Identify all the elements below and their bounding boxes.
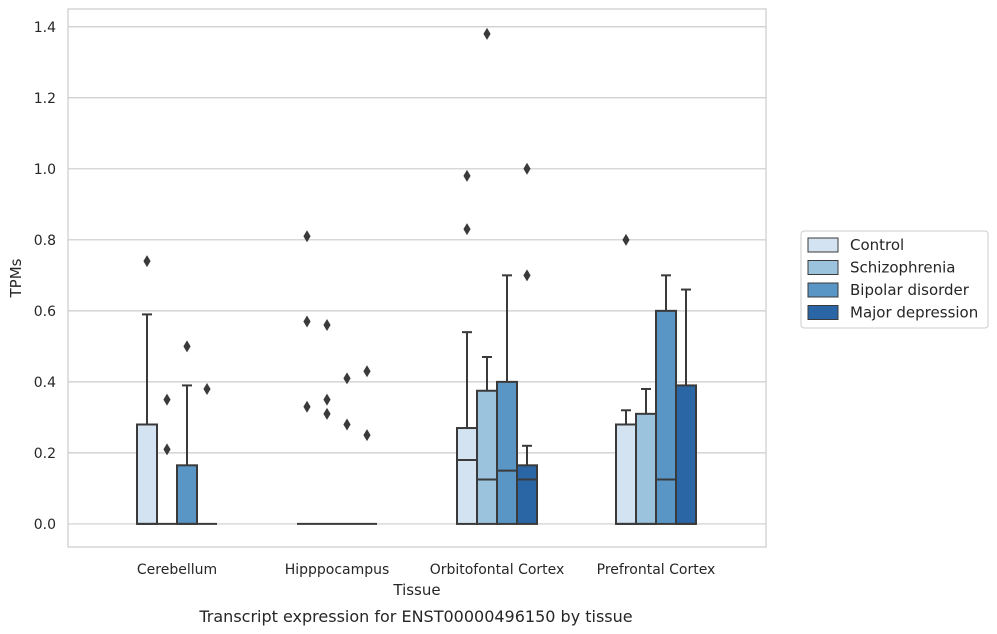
y-tick-labels: 0.0 0.2 0.4 0.6 0.8 1.0 1.2 1.4 (34, 20, 56, 533)
x-tick-label: Prefrontal Cortex (597, 562, 716, 578)
box-body (456, 427, 478, 525)
box-body (615, 423, 637, 525)
outlier-point (463, 223, 471, 236)
chart-caption: Transcript expression for ENST0000049615… (198, 607, 632, 626)
box-body (675, 384, 697, 525)
y-tick-label: 0.0 (34, 517, 56, 533)
x-tick-label: Orbitofontal Cortex (430, 562, 565, 578)
outlier-point (483, 27, 491, 40)
x-tick-label: Cerebellum (137, 562, 217, 578)
box-schizophrenia (635, 387, 657, 525)
box-major-depression (675, 288, 697, 525)
box-major-depression (357, 365, 377, 525)
plot-frame (67, 8, 767, 548)
box-control (297, 230, 317, 525)
outlier-point (363, 429, 371, 442)
box-body (476, 389, 498, 525)
y-tick-label: 0.6 (34, 304, 56, 320)
box-major-depression (516, 162, 538, 525)
legend-label: Major depression (850, 304, 978, 322)
y-axis-label: TPMs (7, 258, 25, 298)
boxes-layer (136, 27, 697, 525)
legend: Control Schizophrenia Bipolar disorder Majo… (800, 230, 989, 329)
outlier-point (622, 233, 630, 246)
box-major-depression (197, 382, 217, 525)
box-body (136, 423, 158, 525)
outlier-point (343, 418, 351, 431)
box-control (615, 233, 637, 525)
outlier-point (323, 407, 331, 420)
outlier-point (363, 365, 371, 378)
outlier-point (303, 230, 311, 243)
y-tick-label: 1.0 (34, 162, 56, 178)
box-body (176, 464, 198, 525)
box-body (496, 380, 518, 525)
box-body (655, 309, 677, 525)
legend-frame (800, 230, 989, 329)
legend-label: Schizophrenia (850, 259, 955, 277)
outlier-point (323, 393, 331, 406)
box-schizophrenia (157, 393, 177, 525)
y-tick-label: 0.4 (34, 375, 56, 391)
y-tick-label: 0.2 (34, 446, 56, 462)
box-body (516, 464, 538, 525)
y-tick-label: 1.4 (34, 20, 56, 36)
box-bipolar-disorder (496, 274, 518, 525)
gridlines (68, 26, 766, 525)
legend-swatch (807, 260, 839, 275)
outlier-point (183, 340, 191, 353)
outlier-point (523, 269, 531, 282)
legend-swatch (807, 305, 839, 320)
outlier-point (343, 372, 351, 385)
outlier-point (303, 315, 311, 328)
outlier-point (143, 255, 151, 268)
x-tick-label: Hipppocampus (285, 562, 390, 578)
box-bipolar-disorder (176, 340, 198, 525)
box-control (136, 255, 158, 525)
legend-label: Control (850, 236, 904, 254)
box-bipolar-disorder (655, 274, 677, 525)
box-schizophrenia (476, 27, 498, 525)
outlier-point (163, 443, 171, 456)
outlier-point (163, 393, 171, 406)
outlier-point (323, 319, 331, 332)
x-axis-label: Tissue (392, 581, 440, 599)
x-tick-labels: Cerebellum Hipppocampus Orbitofontal Corte… (137, 562, 715, 578)
legend-swatch (807, 237, 839, 253)
box-schizophrenia (317, 319, 337, 525)
legend-label: Bipolar disorder (850, 281, 970, 299)
y-tick-label: 1.2 (34, 91, 56, 107)
box-bipolar-disorder (337, 372, 357, 525)
legend-swatch (807, 282, 839, 298)
box-control (456, 169, 478, 525)
outlier-point (303, 400, 311, 413)
outlier-point (523, 162, 531, 175)
outlier-point (463, 169, 471, 182)
box-body (635, 412, 657, 525)
outlier-point (203, 382, 211, 395)
y-tick-label: 0.8 (34, 233, 56, 249)
